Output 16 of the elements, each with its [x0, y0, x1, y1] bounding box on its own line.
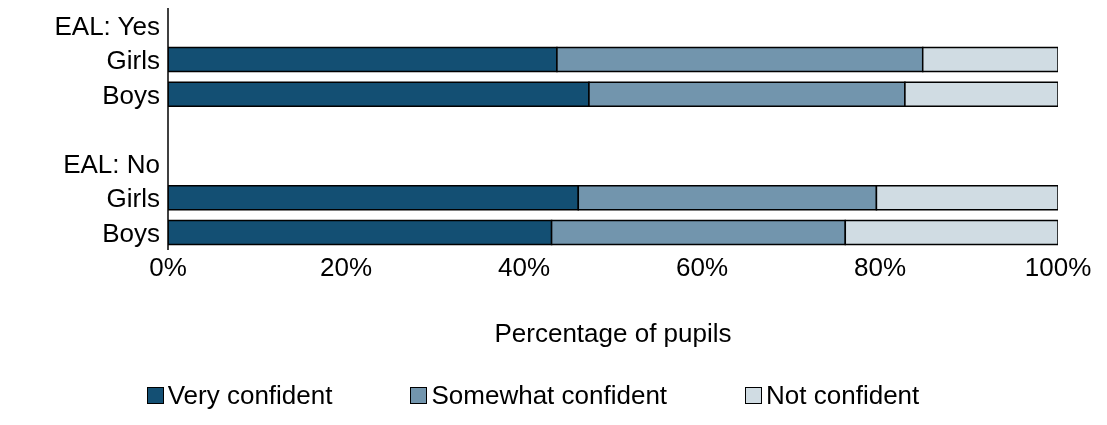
y-tick-label: Boys [102, 79, 160, 110]
x-tick-label: 20% [319, 252, 373, 283]
y-tick-label: Girls [106, 183, 160, 214]
x-tick-label: 80% [853, 252, 907, 283]
y-tick-label: Girls [106, 45, 160, 76]
x-tick-label: 100% [1024, 252, 1092, 283]
legend-label: Somewhat confident [430, 380, 668, 411]
y-tick-label: EAL: Yes [54, 10, 160, 41]
x-tick-label: 0% [149, 252, 187, 283]
y-tick-label: EAL: No [63, 148, 160, 179]
legend-label: Very confident [166, 380, 333, 411]
x-tick-label: 40% [497, 252, 551, 283]
x-axis-title: Percentage of pupils [494, 318, 732, 349]
y-tick-label: Boys [102, 217, 160, 248]
legend-label: Not confident [765, 380, 920, 411]
x-tick-label: 60% [675, 252, 729, 283]
